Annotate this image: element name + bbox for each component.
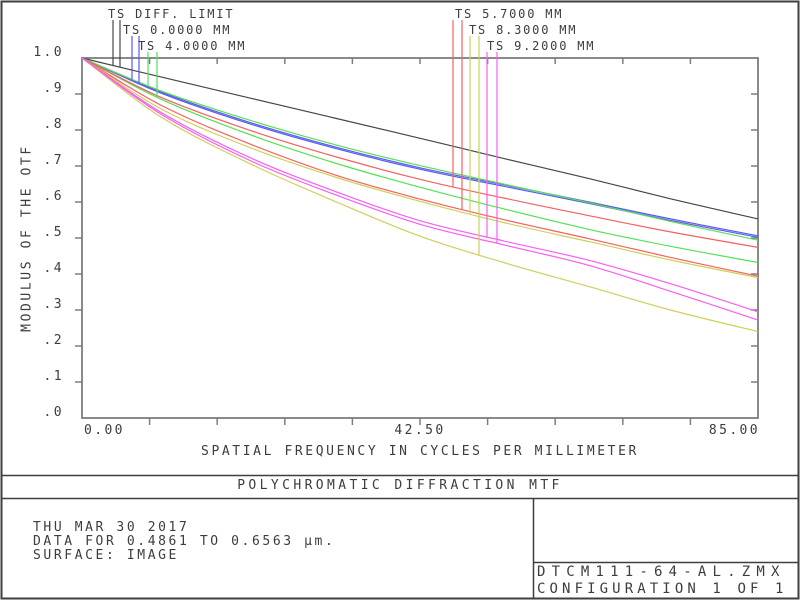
y-tick-label: .0 [43,405,64,420]
footer-data-range: DATA FOR 0.4861 TO 0.6563 µm. [33,534,336,549]
axes-box [81,57,759,419]
legend-label-5-7mm: TS 5.7000 MM [455,7,564,21]
footer-date: THU MAR 30 2017 [33,520,190,535]
mtf-curve-8-3000-mm-t [81,57,759,279]
x-tick-label-0: 0.00 [84,423,125,438]
mtf-curve-0-0000-mm-s [81,57,759,238]
y-tick-label: .1 [43,369,64,384]
y-tick-label: .2 [43,333,64,348]
plot-title: POLYCHROMATIC DIFFRACTION MTF [237,478,563,493]
y-tick-label: .6 [43,189,64,204]
y-tick-label: .5 [43,225,64,240]
x-tick-label-42-5: 42.50 [394,423,446,438]
y-tick-label: .7 [43,153,64,168]
legend-label-diff-limit: TS DIFF. LIMIT [108,7,235,21]
mtf-curve-4-0000-mm-t [81,57,759,241]
y-tick-label: .4 [43,261,64,276]
mtf-curve-4-0000-mm-s [81,57,759,264]
legend-label-4mm: TS 4.0000 MM [138,39,247,53]
mtf-curve-diff-limit [81,57,759,220]
x-axis-title: SPATIAL FREQUENCY IN CYCLES PER MILLIMET… [201,444,639,459]
y-tick-label: 1.0 [33,45,64,60]
x-tick-label-85: 85.00 [708,423,760,438]
mtf-curve-8-3000-mm-s [81,57,759,333]
mtf-curve-5-7000-mm-t [81,57,759,248]
y-tick-label: .8 [43,117,64,132]
footer-filename: DTCM111-64-AL.ZMX [537,564,786,580]
legend-label-9-2mm: TS 9.2000 MM [487,39,596,53]
mtf-curve-0-0000-mm-t [81,57,759,237]
legend-label-8-3mm: TS 8.3000 MM [469,23,578,37]
y-tick-label: .9 [43,81,64,96]
mtf-curve-5-7000-mm-s [81,57,759,277]
legend-label-0mm: TS 0.0000 MM [123,23,232,37]
footer-surface: SURFACE: IMAGE [33,548,179,563]
mtf-curve-9-2000-mm-s [81,57,759,321]
y-tick-label: .3 [43,297,64,312]
footer-configuration: CONFIGURATION 1 OF 1 [537,581,788,597]
mtf-curve-9-2000-mm-t [81,57,759,313]
